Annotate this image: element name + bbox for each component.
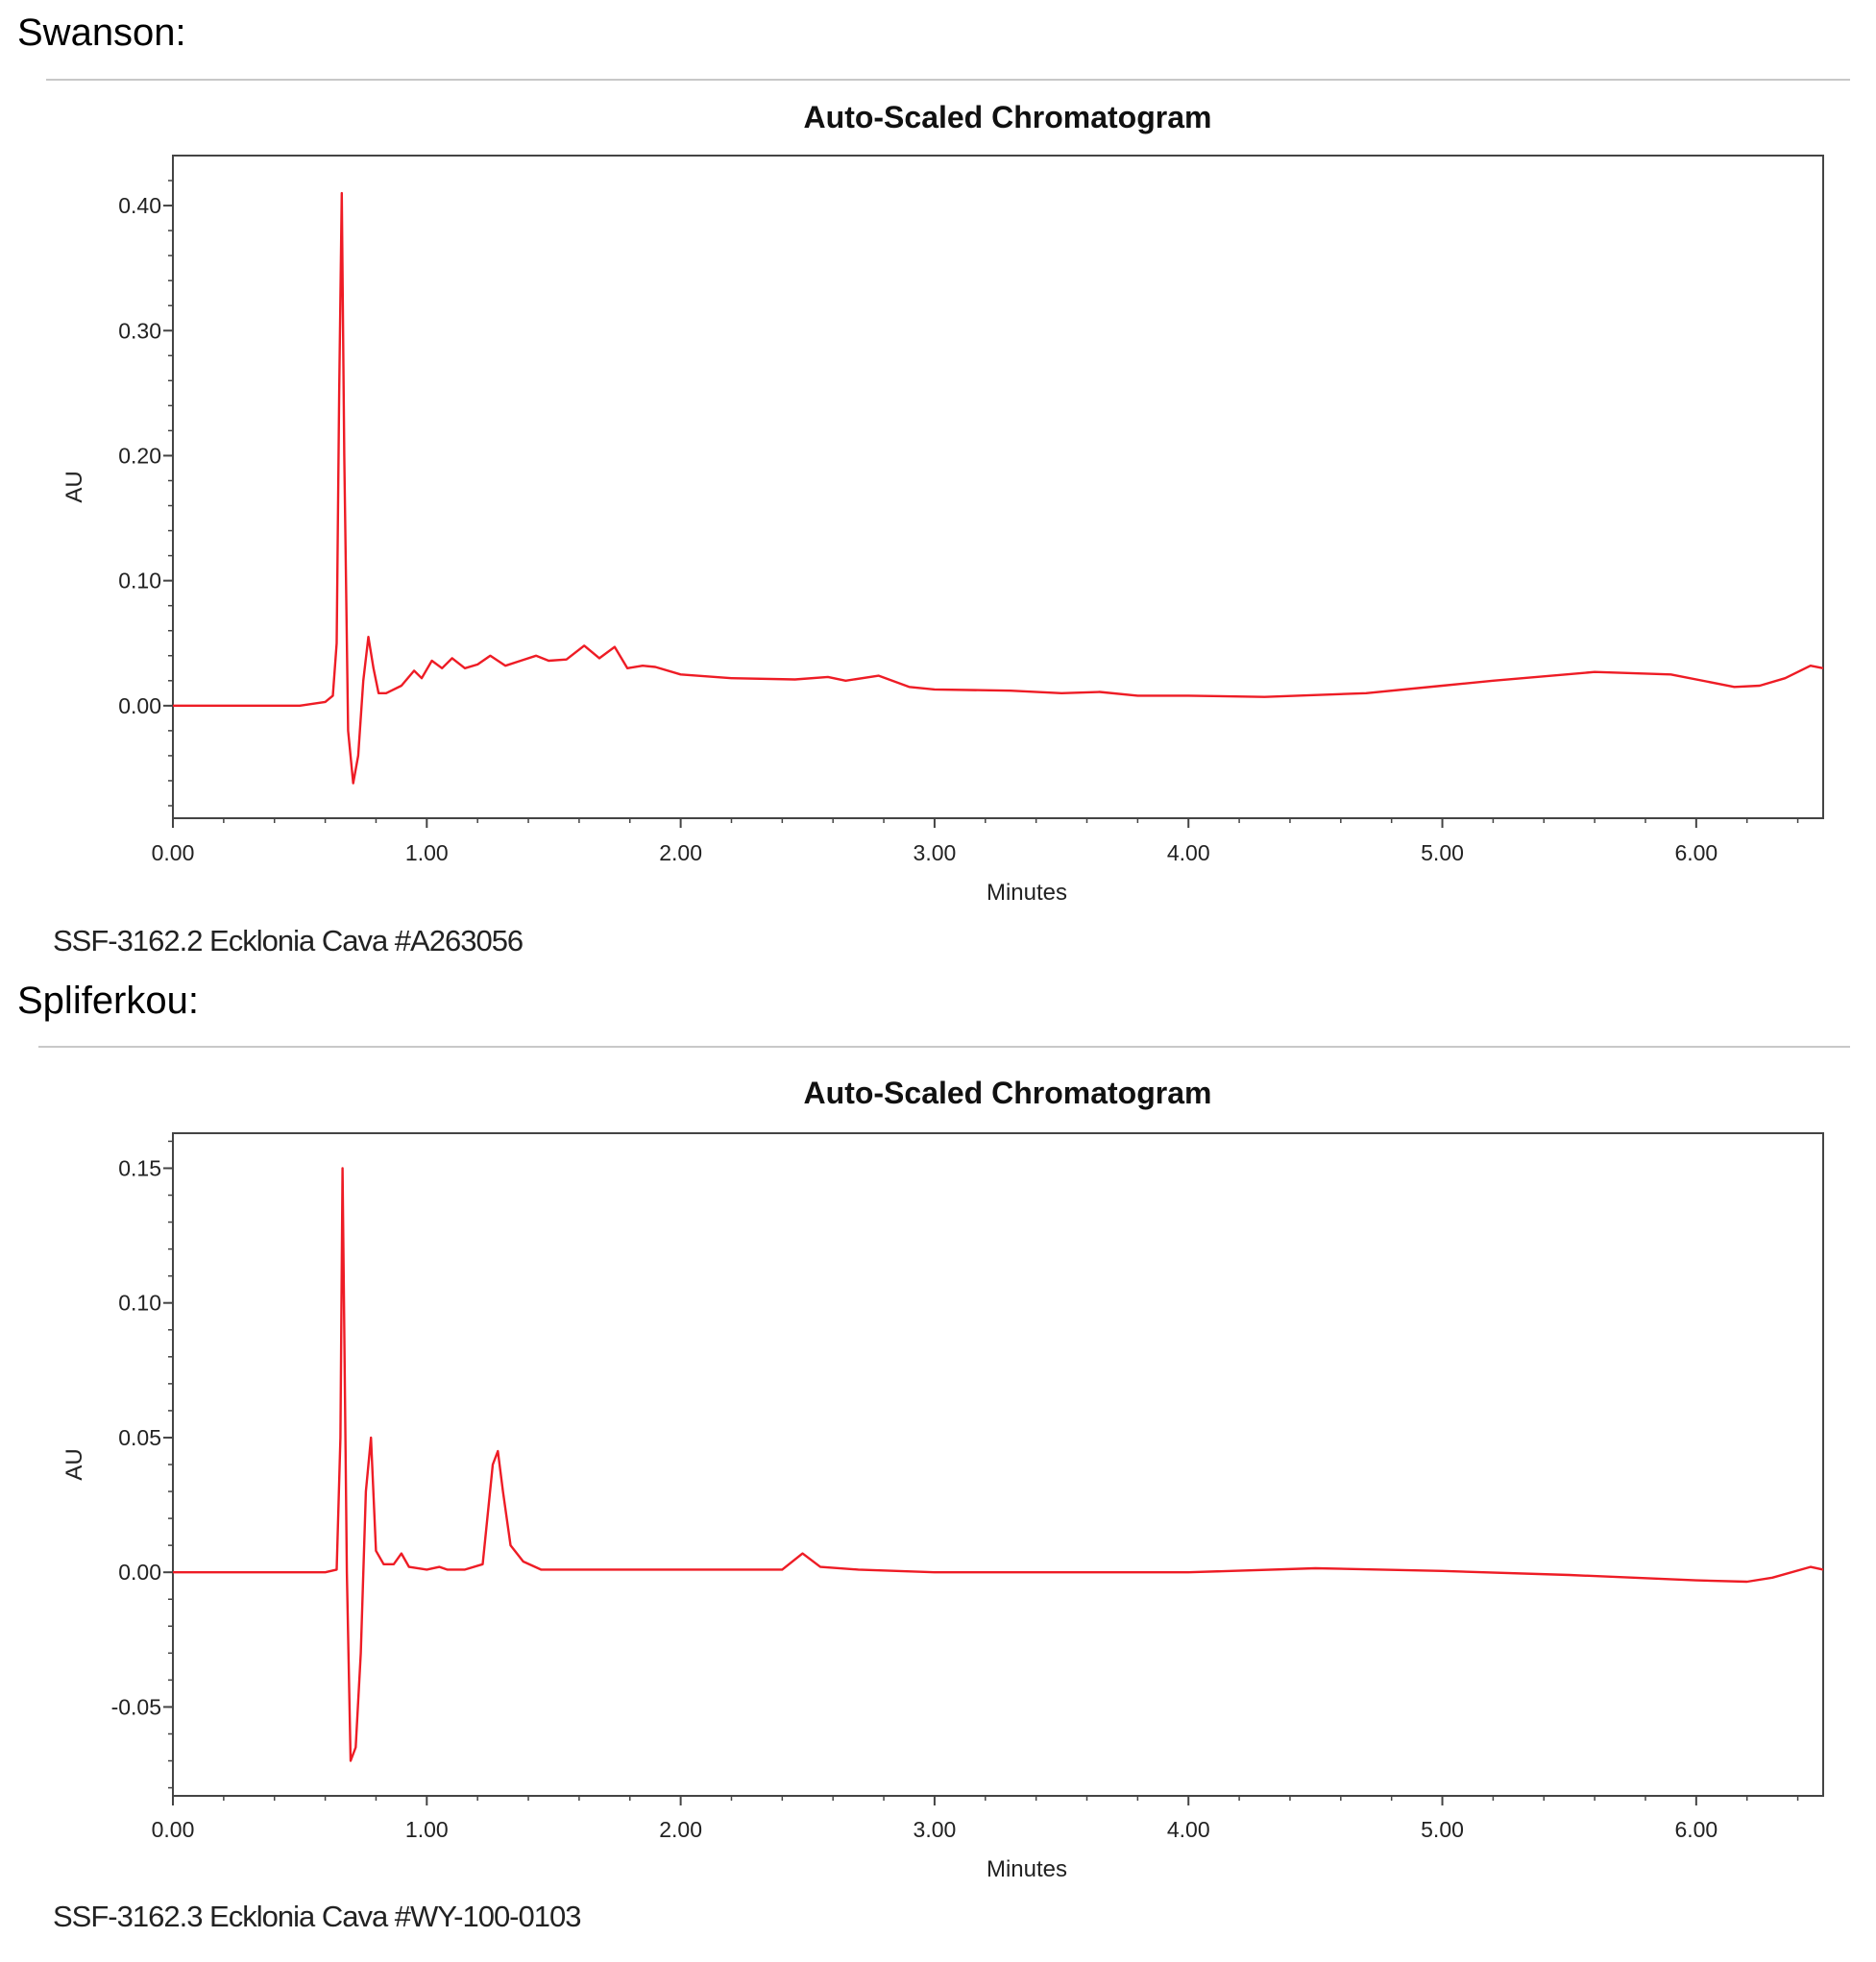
divider-rule bbox=[38, 1046, 1850, 1048]
x-tick-label: 1.00 bbox=[405, 1817, 449, 1842]
chart-title: Auto-Scaled Chromatogram bbox=[804, 1076, 1212, 1110]
plot-frame bbox=[172, 1132, 1824, 1797]
y-axis-label: AU bbox=[61, 471, 87, 502]
x-tick-label: 4.00 bbox=[1167, 840, 1210, 865]
x-tick-label: 0.00 bbox=[152, 840, 195, 865]
y-tick-label: 0.20 bbox=[118, 443, 161, 468]
x-tick-label: 0.00 bbox=[152, 1817, 195, 1842]
y-tick-label: 0.30 bbox=[118, 318, 161, 343]
chromatogram-chart-spliferkou: Auto-Scaled Chromatogram -0.05 0.00 0.05 0.1… bbox=[61, 1076, 1824, 1882]
section-label-swanson: Swanson: bbox=[17, 12, 186, 54]
x-tick-label: 4.00 bbox=[1167, 1817, 1210, 1842]
chromatogram-trace bbox=[173, 1167, 1824, 1762]
x-tick-label: 1.00 bbox=[405, 840, 449, 865]
plot-frame bbox=[172, 155, 1824, 819]
chromatogram-trace bbox=[173, 191, 1824, 785]
x-axis-label: Minutes bbox=[987, 1856, 1067, 1882]
y-tick-label: 0.15 bbox=[118, 1155, 161, 1180]
x-tick-label: 3.00 bbox=[914, 1817, 957, 1842]
x-tick-label: 6.00 bbox=[1674, 840, 1718, 865]
x-axis-label: Minutes bbox=[987, 880, 1067, 906]
x-tick-label: 2.00 bbox=[659, 1817, 702, 1842]
y-tick-label: 0.00 bbox=[118, 1560, 161, 1585]
y-tick-label: 0.10 bbox=[118, 1291, 161, 1316]
chart-title: Auto-Scaled Chromatogram bbox=[804, 100, 1212, 134]
y-tick-label: 0.05 bbox=[118, 1425, 161, 1450]
divider-rule bbox=[46, 79, 1850, 81]
sample-caption-spliferkou: SSF-3162.3 Ecklonia Cava #WY-100-0103 bbox=[53, 1900, 581, 1933]
y-tick-label: 0.00 bbox=[118, 693, 161, 718]
y-tick-label: 0.40 bbox=[118, 193, 161, 218]
y-tick-label: -0.05 bbox=[111, 1694, 161, 1719]
x-tick-label: 3.00 bbox=[914, 840, 957, 865]
x-tick-label: 2.00 bbox=[659, 840, 702, 865]
x-tick-label: 6.00 bbox=[1674, 1817, 1718, 1842]
y-axis-label: AU bbox=[61, 1448, 87, 1480]
x-tick-label: 5.00 bbox=[1421, 1817, 1464, 1842]
x-tick-label: 5.00 bbox=[1421, 840, 1464, 865]
y-tick-label: 0.10 bbox=[118, 569, 161, 593]
sample-caption-swanson: SSF-3162.2 Ecklonia Cava #A263056 bbox=[53, 924, 524, 957]
section-label-spliferkou: Spliferkou: bbox=[17, 980, 199, 1022]
chromatogram-chart-swanson: Auto-Scaled Chromatogram 0.00 0.10 0.20 0.30… bbox=[61, 100, 1824, 906]
